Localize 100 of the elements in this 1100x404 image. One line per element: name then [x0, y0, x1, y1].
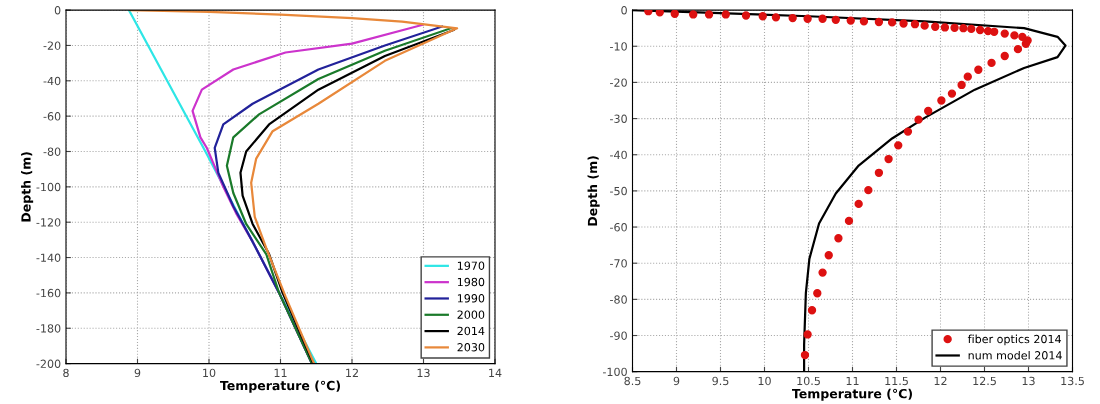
point [963, 72, 972, 81]
point [1010, 31, 1019, 40]
y-tick-label: 0 [54, 6, 61, 15]
x-tick-label: 9 [134, 368, 141, 378]
y-tick-label: -90 [610, 331, 627, 340]
y-tick-label: -10 [610, 42, 627, 51]
point [887, 18, 897, 27]
point [813, 289, 822, 298]
y-tick-label: -180 [36, 324, 61, 333]
point [899, 19, 908, 28]
point [831, 15, 840, 25]
point [1018, 32, 1027, 42]
point [974, 65, 983, 74]
point [800, 350, 810, 360]
point [803, 14, 812, 23]
point [947, 89, 957, 98]
point [990, 27, 999, 36]
point [910, 20, 920, 29]
point [803, 330, 812, 339]
y-tick-label: -20 [43, 41, 61, 50]
point [771, 13, 781, 22]
legend-label: 2030 [457, 343, 485, 352]
point [940, 23, 950, 32]
y-tick-label: -120 [36, 218, 61, 227]
y-tick-label: -200 [36, 359, 61, 368]
point [959, 24, 968, 33]
y-axis-title: Depth (m) [587, 156, 600, 226]
y-tick-label: -160 [36, 288, 61, 298]
point [846, 16, 855, 25]
y-tick-label: -100 [36, 182, 61, 192]
point [854, 199, 863, 209]
x-tick-label: 12 [934, 376, 947, 385]
point [975, 25, 985, 35]
point [788, 13, 797, 23]
x-tick-label: 9 [673, 376, 680, 386]
x-tick-label: 8.5 [624, 376, 641, 386]
y-axis-title: Depth (m) [21, 152, 34, 222]
y-tick-label: -140 [36, 253, 61, 262]
point [924, 106, 933, 116]
point [1013, 44, 1023, 54]
y-tick-label: -30 [610, 114, 627, 123]
legend-label: 2000 [457, 310, 485, 319]
y-tick-label: -50 [610, 186, 627, 196]
legend-label: 1980 [457, 277, 485, 287]
y-tick-label: -80 [610, 295, 627, 304]
y-tick-label: -80 [43, 147, 61, 156]
x-tick-label: 13 [1022, 376, 1035, 386]
point [914, 115, 923, 124]
point [903, 127, 913, 136]
legend-label: 1990 [457, 294, 485, 303]
y-tick-label: -60 [610, 223, 627, 232]
x-tick-label: 10.5 [797, 376, 820, 386]
y-tick-label: -100 [602, 367, 627, 377]
point [758, 12, 767, 21]
point [874, 17, 884, 27]
point [864, 185, 873, 195]
point [704, 10, 714, 19]
y-tick-label: -40 [610, 150, 627, 160]
point [950, 23, 959, 32]
x-tick-label: 12 [346, 368, 358, 377]
point [987, 58, 996, 68]
x-tick-label: 11.5 [885, 376, 908, 386]
point [967, 24, 976, 34]
x-axis-title: Temperature (°C) [220, 380, 340, 393]
y-tick-label: 0 [621, 6, 627, 15]
point [655, 10, 664, 17]
point [1000, 51, 1009, 61]
legend-label: fiber optics 2014 [967, 334, 1062, 346]
point [721, 10, 730, 19]
point [957, 80, 966, 90]
point [670, 10, 679, 18]
point [931, 22, 940, 31]
legend-label: num model 2014 [968, 350, 1062, 360]
x-tick-label: 11 [274, 368, 287, 377]
point [1000, 29, 1009, 38]
y-tick-label: -20 [610, 78, 627, 87]
x-tick-label: 10 [758, 376, 771, 386]
point [859, 17, 869, 26]
x-tick-label: 10 [203, 368, 216, 378]
x-tick-label: 14 [489, 368, 502, 377]
y-tick-label: -40 [43, 76, 61, 86]
point [894, 141, 903, 150]
legend-label: 2014 [457, 326, 485, 336]
x-tick-label: 13.5 [1061, 376, 1084, 386]
point [844, 216, 854, 226]
y-tick-label: -60 [43, 112, 61, 121]
point [884, 154, 893, 164]
point [818, 14, 827, 23]
point [824, 251, 833, 260]
y-tick-label: -70 [610, 259, 627, 268]
legend-label: 1970 [457, 261, 485, 270]
x-axis-title: Temperature (°C) [792, 388, 912, 401]
point [741, 11, 751, 20]
point [807, 306, 817, 315]
point [689, 10, 698, 19]
point [818, 268, 827, 277]
x-tick-label: 12.5 [973, 376, 996, 386]
x-tick-label: 8 [63, 368, 69, 378]
point [920, 21, 929, 30]
x-tick-label: 9.5 [712, 376, 729, 386]
